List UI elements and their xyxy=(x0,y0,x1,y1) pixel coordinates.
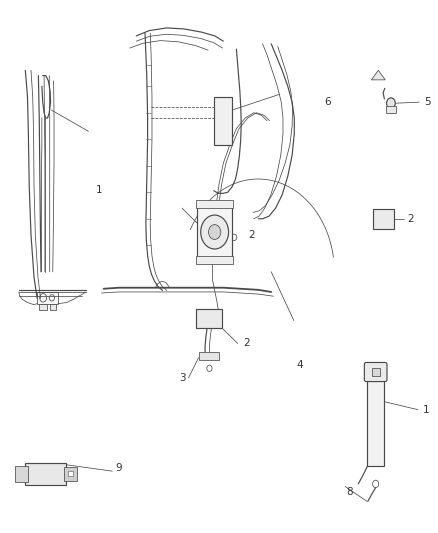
Text: 1: 1 xyxy=(96,184,102,195)
Text: 2: 2 xyxy=(407,214,414,224)
Text: 9: 9 xyxy=(116,463,122,473)
FancyBboxPatch shape xyxy=(39,304,47,310)
FancyBboxPatch shape xyxy=(364,362,387,382)
Text: 6: 6 xyxy=(325,97,331,107)
FancyBboxPatch shape xyxy=(196,256,233,264)
FancyBboxPatch shape xyxy=(15,466,28,482)
FancyBboxPatch shape xyxy=(386,106,396,114)
Text: 4: 4 xyxy=(296,360,303,369)
FancyBboxPatch shape xyxy=(37,292,58,304)
FancyBboxPatch shape xyxy=(372,368,380,376)
FancyBboxPatch shape xyxy=(25,463,66,485)
FancyBboxPatch shape xyxy=(196,309,223,328)
Polygon shape xyxy=(371,70,385,80)
FancyBboxPatch shape xyxy=(196,200,233,208)
FancyBboxPatch shape xyxy=(367,375,384,466)
FancyBboxPatch shape xyxy=(197,207,233,259)
Text: 5: 5 xyxy=(424,97,431,107)
Text: 2: 2 xyxy=(248,230,255,240)
FancyBboxPatch shape xyxy=(68,471,73,477)
Text: 3: 3 xyxy=(179,373,185,383)
FancyBboxPatch shape xyxy=(64,467,77,481)
Text: 8: 8 xyxy=(346,487,353,497)
FancyBboxPatch shape xyxy=(214,97,233,144)
Circle shape xyxy=(387,98,395,109)
Circle shape xyxy=(208,224,221,239)
Text: 2: 2 xyxy=(243,338,250,349)
FancyBboxPatch shape xyxy=(199,352,219,360)
FancyBboxPatch shape xyxy=(373,209,394,229)
Circle shape xyxy=(201,215,229,249)
Text: 1: 1 xyxy=(422,405,429,415)
FancyBboxPatch shape xyxy=(50,304,56,310)
